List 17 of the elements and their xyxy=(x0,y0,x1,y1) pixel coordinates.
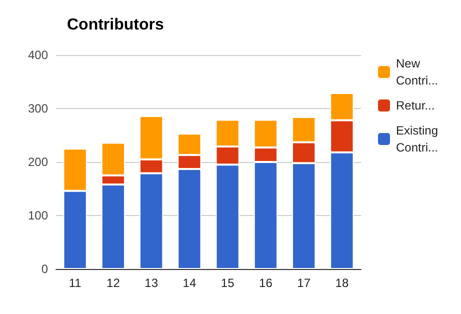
x-tick-label: 16 xyxy=(259,276,273,290)
y-tick-label: 400 xyxy=(28,48,48,62)
y-tick-label: 0 xyxy=(41,262,48,276)
x-tick-label: 17 xyxy=(297,276,311,290)
x-tick-label: 12 xyxy=(106,276,120,290)
x-tick-label: 11 xyxy=(68,276,82,290)
legend-label: Retur... xyxy=(396,98,435,112)
y-tick-label: 100 xyxy=(28,208,48,222)
x-tick-label: 14 xyxy=(182,276,196,290)
y-tick-label: 200 xyxy=(28,155,48,169)
x-tick-label: 18 xyxy=(335,276,349,290)
chart-title: Contributors xyxy=(67,16,164,34)
x-tick-label: 15 xyxy=(220,276,235,290)
y-tick-label: 300 xyxy=(28,102,48,116)
legend-label: New Contri... xyxy=(396,56,438,88)
legend-label: Existing Contri... xyxy=(396,124,442,154)
x-tick-label: 13 xyxy=(144,276,158,290)
